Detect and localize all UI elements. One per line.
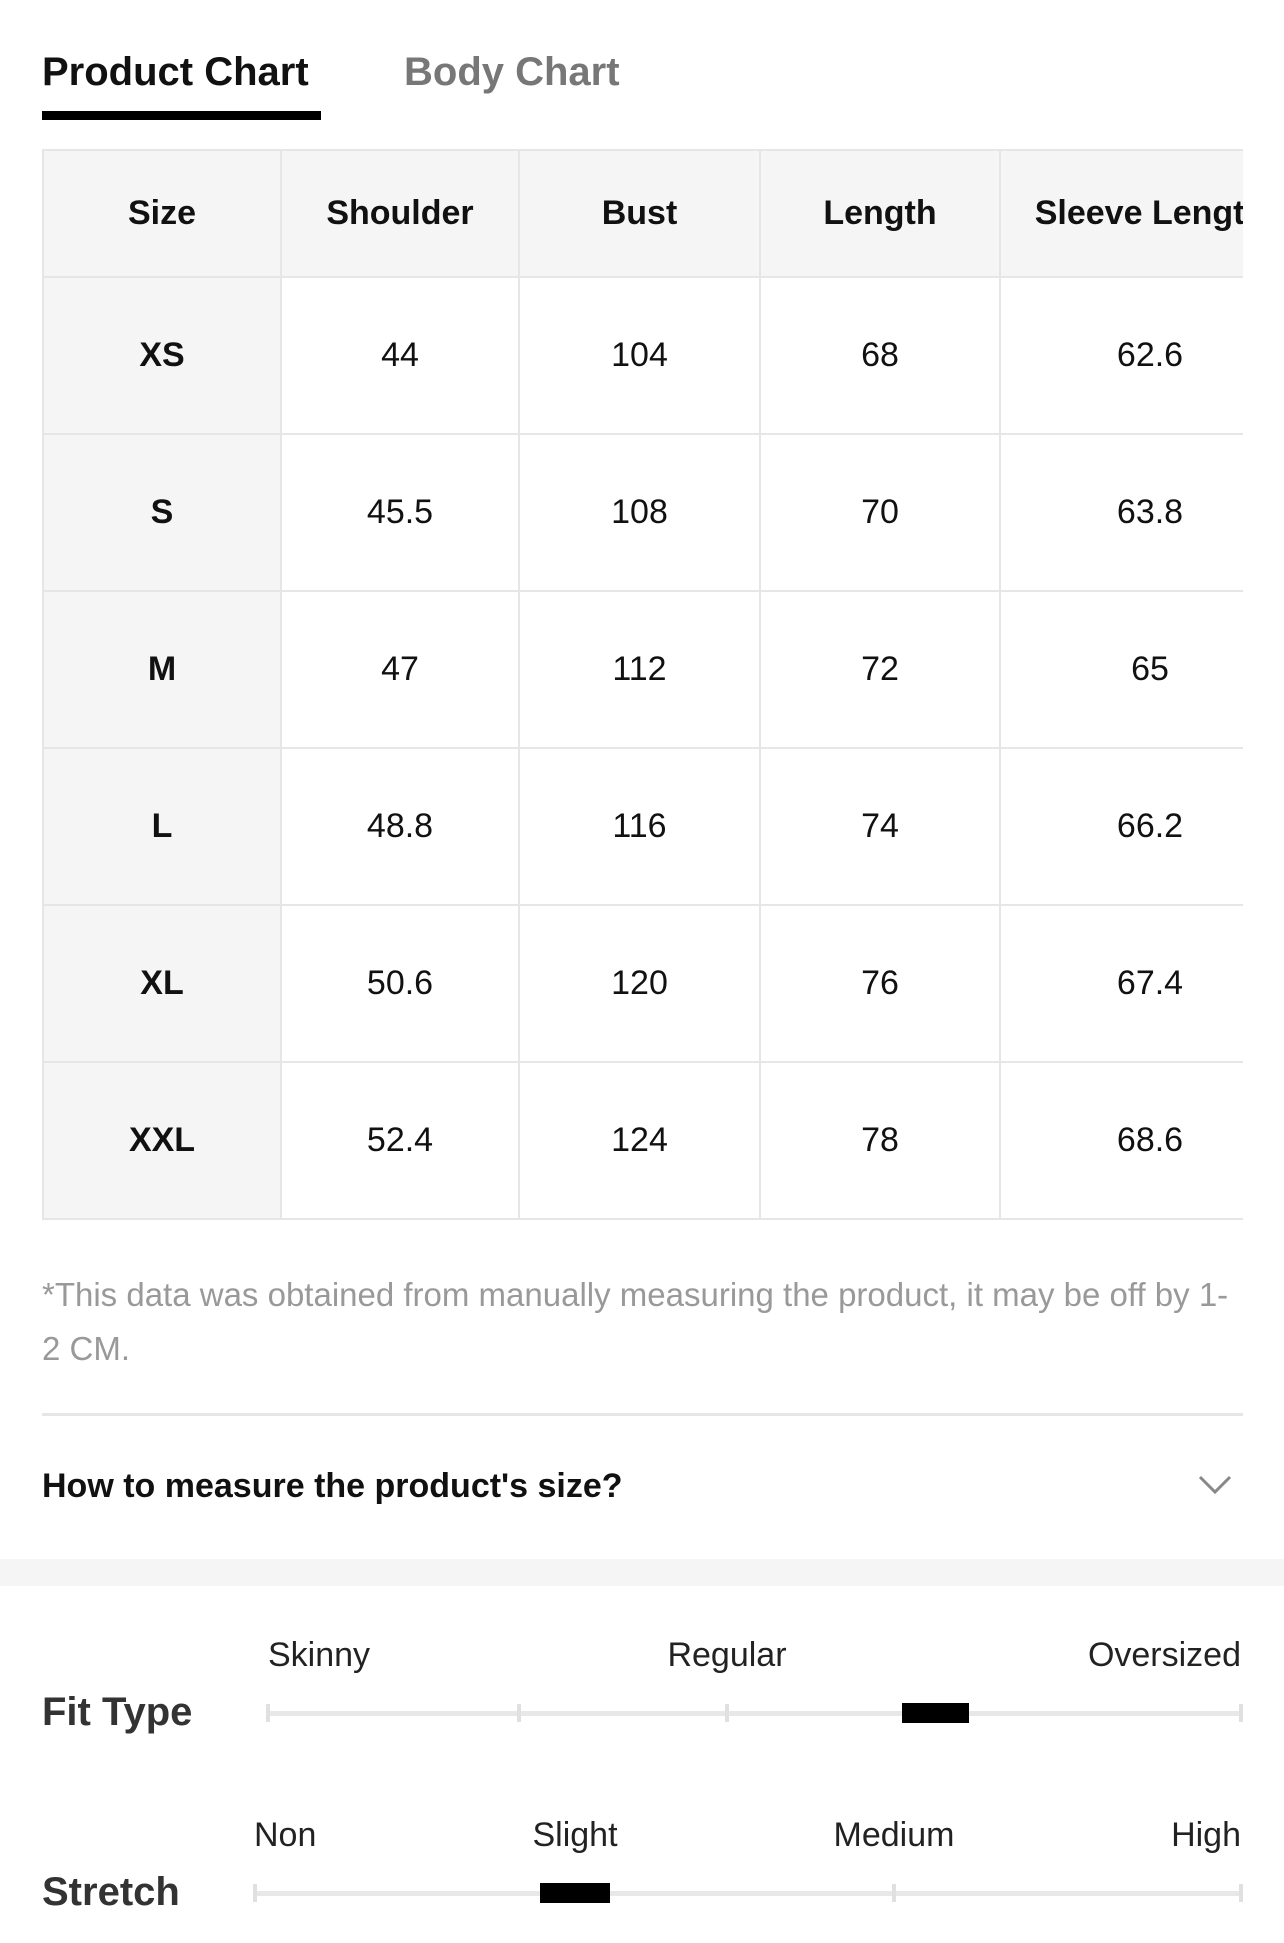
fit-marker xyxy=(902,1703,969,1723)
fit-option: Oversized xyxy=(1087,1636,1241,1674)
divider xyxy=(42,1413,1243,1416)
row: S 45.5 108 70 63.8 xyxy=(42,433,1243,592)
cell: 76 xyxy=(759,904,1001,1063)
fit-option: Skinny xyxy=(268,1636,371,1674)
size-cell: XL xyxy=(42,904,282,1063)
chevron[interactable] xyxy=(1198,1474,1232,1496)
tick xyxy=(1239,1704,1243,1722)
tab-underline xyxy=(42,111,321,120)
cell: 70 xyxy=(759,433,1001,592)
separator xyxy=(0,1559,1284,1586)
cell: 63.8 xyxy=(999,433,1243,592)
stretch-option: High xyxy=(1171,1816,1241,1854)
size-cell: L xyxy=(42,747,282,906)
cell: 52.4 xyxy=(280,1061,520,1220)
cell: 104 xyxy=(518,276,761,435)
stretch-option: Non xyxy=(254,1816,317,1854)
row: XL 50.6 120 76 67.4 xyxy=(42,904,1243,1063)
header-cell: Sleeve Length xyxy=(999,149,1243,278)
note: *This data was obtained from manually me… xyxy=(42,1276,1229,1367)
tick xyxy=(266,1704,270,1722)
cell: 116 xyxy=(518,747,761,906)
cell: 108 xyxy=(518,433,761,592)
size-cell: XXL xyxy=(42,1061,282,1220)
fit-option: Regular xyxy=(667,1636,787,1674)
header-cell: Bust xyxy=(518,149,761,278)
tab[interactable]: Body Chart xyxy=(404,50,620,94)
header-cell: Size xyxy=(42,149,282,278)
cell: 44 xyxy=(280,276,520,435)
cell: 45.5 xyxy=(280,433,520,592)
tick xyxy=(253,1884,257,1902)
accordion-title[interactable]: How to measure the product's size? xyxy=(42,1467,623,1505)
cell: 78 xyxy=(759,1061,1001,1220)
tick xyxy=(1239,1884,1243,1902)
cell: 65 xyxy=(999,590,1243,749)
tick xyxy=(892,1884,896,1902)
fit-track xyxy=(268,1711,1243,1716)
row: M 47 112 72 65 xyxy=(42,590,1243,749)
row: XS 44 104 68 62.6 xyxy=(42,276,1243,435)
cell: 66.2 xyxy=(999,747,1243,906)
stretch-label: Stretch xyxy=(42,1870,180,1914)
cell: 74 xyxy=(759,747,1001,906)
size-table: Size Shoulder Bust Length Sleeve Length XS 44 1… xyxy=(42,149,1243,1220)
size-cell: S xyxy=(42,433,282,592)
cell: 112 xyxy=(518,590,761,749)
cell: 67.4 xyxy=(999,904,1243,1063)
cell: 124 xyxy=(518,1061,761,1220)
row: L 48.8 116 74 66.2 xyxy=(42,747,1243,906)
cell: 72 xyxy=(759,590,1001,749)
cell: 120 xyxy=(518,904,761,1063)
cell: 68 xyxy=(759,276,1001,435)
size-cell: XS xyxy=(42,276,282,435)
stretch-option: Medium xyxy=(833,1816,955,1854)
stretch-option: Slight xyxy=(532,1816,618,1854)
cell: 68.6 xyxy=(999,1061,1243,1220)
cell: 62.6 xyxy=(999,276,1243,435)
fit-label: Fit Type xyxy=(42,1690,193,1734)
header-cell: Length xyxy=(759,149,1001,278)
stretch-marker xyxy=(540,1883,610,1903)
tick xyxy=(725,1704,729,1722)
row: XXL 52.4 124 78 68.6 xyxy=(42,1061,1243,1220)
stretch-track xyxy=(255,1891,1243,1896)
tick xyxy=(517,1704,521,1722)
cell: 47 xyxy=(280,590,520,749)
cell: 48.8 xyxy=(280,747,520,906)
tab-active[interactable]: Product Chart xyxy=(42,50,309,94)
cell: 50.6 xyxy=(280,904,520,1063)
size-cell: M xyxy=(42,590,282,749)
header-cell: Shoulder xyxy=(280,149,520,278)
